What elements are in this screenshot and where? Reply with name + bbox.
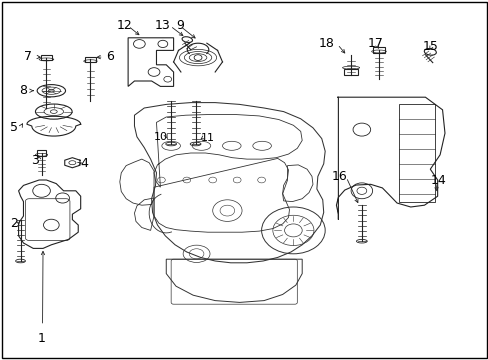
- Text: 1: 1: [38, 332, 45, 345]
- Text: 5: 5: [10, 121, 18, 134]
- Text: 6: 6: [106, 50, 114, 63]
- Text: 7: 7: [24, 50, 32, 63]
- Text: 4: 4: [80, 157, 88, 170]
- Text: 10: 10: [153, 132, 167, 142]
- Text: 8: 8: [20, 84, 27, 97]
- Text: 3: 3: [31, 154, 39, 167]
- Text: 11: 11: [201, 132, 214, 143]
- Text: 9: 9: [176, 19, 183, 32]
- Text: 2: 2: [10, 217, 18, 230]
- Text: 15: 15: [422, 40, 437, 53]
- Text: 12: 12: [117, 19, 132, 32]
- Text: 14: 14: [429, 174, 445, 186]
- Text: 13: 13: [154, 19, 170, 32]
- Ellipse shape: [48, 89, 54, 92]
- Text: 18: 18: [318, 37, 334, 50]
- Text: 16: 16: [331, 170, 347, 183]
- Text: 17: 17: [367, 37, 383, 50]
